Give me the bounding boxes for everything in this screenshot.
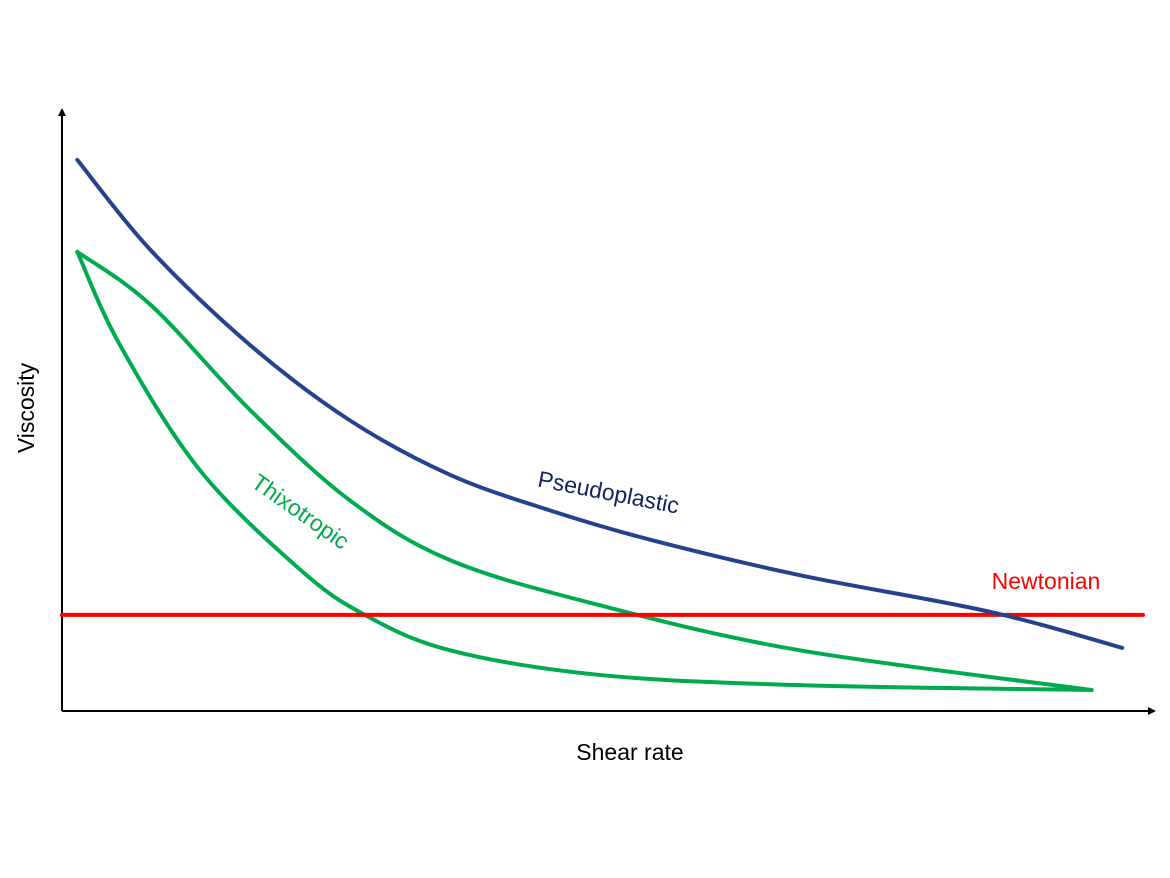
x-axis-label: Shear rate bbox=[576, 739, 683, 765]
newtonian-label: Newtonian bbox=[992, 568, 1101, 594]
thixotropic-curve-upper bbox=[75, 249, 1094, 692]
thixotropic-curve-lower bbox=[75, 249, 1094, 692]
pseudoplastic-curve bbox=[75, 157, 1125, 650]
thixotropic-label: Thixotropic bbox=[247, 469, 354, 555]
y-axis-label: Viscosity bbox=[13, 362, 39, 453]
pseudoplastic-label: Pseudoplastic bbox=[536, 466, 682, 519]
